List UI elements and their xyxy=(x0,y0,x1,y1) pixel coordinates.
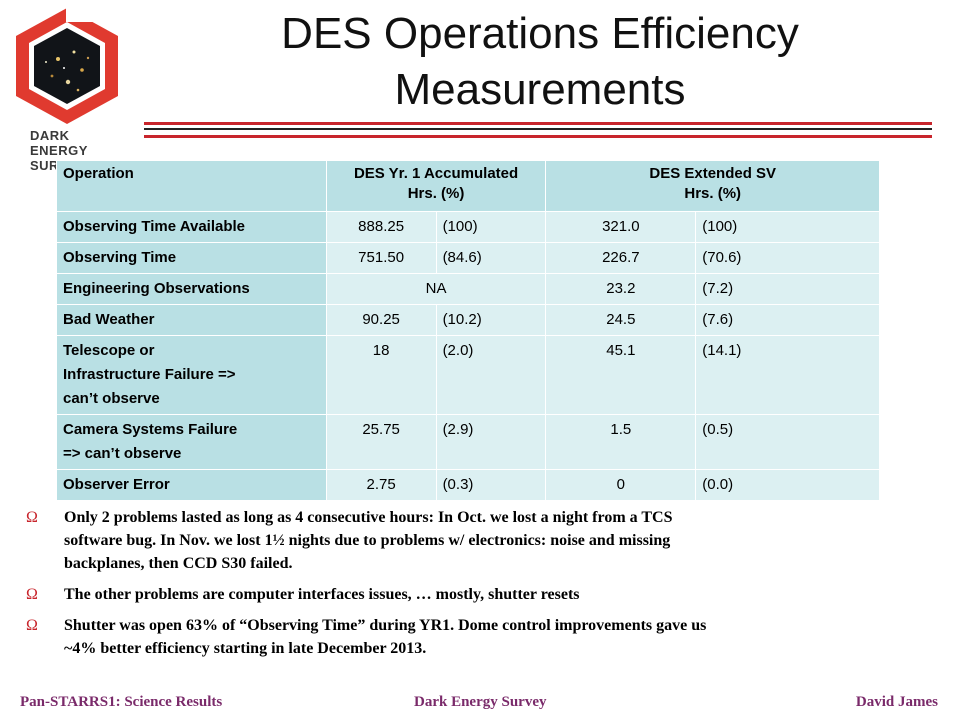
table-row: Engineering Observations NA 23.2 (7.2) xyxy=(56,273,880,305)
header-operation: Operation xyxy=(56,160,327,212)
footer-left: Pan-STARRS1: Science Results xyxy=(20,694,223,710)
yr1-hours-cell: 751.50 xyxy=(325,242,437,274)
des-hexagon-logo-icon xyxy=(16,4,118,124)
sv-hours-cell: 1.5 xyxy=(545,414,697,470)
yr1-hours-cell: 90.25 xyxy=(325,304,437,336)
row-label: Camera Systems Failure => can’t observe xyxy=(56,414,327,470)
title-rule-red-bottom xyxy=(144,135,932,138)
yr1-hours-cell: 2.75 xyxy=(325,469,437,501)
yr1-percent-cell: (10.2) xyxy=(435,304,547,336)
des-logo: DARK ENERGY SURVEY xyxy=(8,4,126,173)
table-row: Telescope or Infrastructure Failure => c… xyxy=(56,335,880,415)
header-des-extended-sv: DES Extended SV Hrs. (%) xyxy=(545,160,880,212)
sv-percent-cell: (0.0) xyxy=(695,469,880,501)
operations-efficiency-table: Operation DES Yr. 1 Accumulated Hrs. (%)… xyxy=(56,160,880,501)
logo-text-line1: DARK ENERGY xyxy=(30,128,88,158)
table-row: Observing Time 751.50 (84.6) 226.7 (70.6… xyxy=(56,242,880,274)
footer-right: David James xyxy=(855,694,938,710)
yr1-percent-cell: (2.9) xyxy=(435,414,547,470)
bullet-omega-icon: Ω xyxy=(26,509,38,526)
table-header-row: Operation DES Yr. 1 Accumulated Hrs. (%)… xyxy=(56,160,880,212)
sv-hours-cell: 23.2 xyxy=(545,273,697,305)
bullet-line3: backplanes, then CCD S30 failed. xyxy=(64,555,293,572)
header-des-sv-line2: Hrs. (%) xyxy=(684,185,742,202)
yr1-percent-cell: (84.6) xyxy=(435,242,547,274)
row-label: Observing Time xyxy=(56,242,327,274)
row-label-line2: => can’t observe xyxy=(63,445,182,462)
bullet-list: Ω Only 2 problems lasted as long as 4 co… xyxy=(26,506,946,668)
sv-hours-cell: 24.5 xyxy=(545,304,697,336)
table-row: Bad Weather 90.25 (10.2) 24.5 (7.6) xyxy=(56,304,880,336)
yr1-hours-cell: 25.75 xyxy=(325,414,437,470)
table-row: Observer Error 2.75 (0.3) 0 (0.0) xyxy=(56,469,880,501)
row-label: Observing Time Available xyxy=(56,211,327,243)
bullet-item: Ω The other problems are computer interf… xyxy=(26,583,946,606)
title-line1: DES Operations Efficiency xyxy=(281,9,799,58)
yr1-percent-cell: (2.0) xyxy=(435,335,547,415)
bullet-line1: The other problems are computer interfac… xyxy=(64,586,580,603)
row-label-line2: Infrastructure Failure => xyxy=(63,366,236,383)
sv-percent-cell: (7.2) xyxy=(695,273,880,305)
bullet-line1: Only 2 problems lasted as long as 4 cons… xyxy=(64,509,673,526)
yr1-hours-cell: 888.25 xyxy=(325,211,437,243)
row-label: Engineering Observations xyxy=(56,273,327,305)
bullet-omega-icon: Ω xyxy=(26,617,38,634)
row-label-line1: Telescope or xyxy=(63,342,155,359)
bullet-line2: software bug. In Nov. we lost 1½ nights … xyxy=(64,532,671,549)
sv-hours-cell: 226.7 xyxy=(545,242,697,274)
sv-hours-cell: 321.0 xyxy=(545,211,697,243)
table-row: Camera Systems Failure => can’t observe … xyxy=(56,414,880,470)
row-label-line3: can’t observe xyxy=(63,390,160,407)
footer-center: Dark Energy Survey xyxy=(414,694,547,710)
sv-percent-cell: (7.6) xyxy=(695,304,880,336)
row-label: Bad Weather xyxy=(56,304,327,336)
bullet-item: Ω Only 2 problems lasted as long as 4 co… xyxy=(26,506,946,575)
sv-percent-cell: (100) xyxy=(695,211,880,243)
sv-percent-cell: (14.1) xyxy=(695,335,880,415)
title-rule-red-top xyxy=(144,122,932,125)
row-label-line1: Camera Systems Failure xyxy=(63,421,238,438)
sv-percent-cell: (70.6) xyxy=(695,242,880,274)
title-rule-dark xyxy=(144,128,932,130)
row-label: Telescope or Infrastructure Failure => c… xyxy=(56,335,327,415)
page-title: DES Operations Efficiency Measurements xyxy=(140,6,940,118)
yr1-merged-cell: NA xyxy=(325,273,547,305)
row-label: Observer Error xyxy=(56,469,327,501)
sv-percent-cell: (0.5) xyxy=(695,414,880,470)
yr1-percent-cell: (100) xyxy=(435,211,547,243)
bullet-omega-icon: Ω xyxy=(26,586,38,603)
yr1-hours-cell: 18 xyxy=(325,335,437,415)
bullet-item: Ω Shutter was open 63% of “Observing Tim… xyxy=(26,614,946,660)
bullet-line1: Shutter was open 63% of “Observing Time”… xyxy=(64,617,707,634)
sv-hours-cell: 45.1 xyxy=(545,335,697,415)
bullet-line2: ~4% better efficiency starting in late D… xyxy=(64,640,427,657)
title-line2: Measurements xyxy=(394,65,686,114)
header-des-yr1: DES Yr. 1 Accumulated Hrs. (%) xyxy=(325,160,547,212)
table-row: Observing Time Available 888.25 (100) 32… xyxy=(56,211,880,243)
header-des-yr1-line2: Hrs. (%) xyxy=(407,185,465,202)
header-des-yr1-line1: DES Yr. 1 Accumulated xyxy=(353,165,519,182)
yr1-percent-cell: (0.3) xyxy=(435,469,547,501)
header-des-sv-line1: DES Extended SV xyxy=(649,165,777,182)
sv-hours-cell: 0 xyxy=(545,469,697,501)
